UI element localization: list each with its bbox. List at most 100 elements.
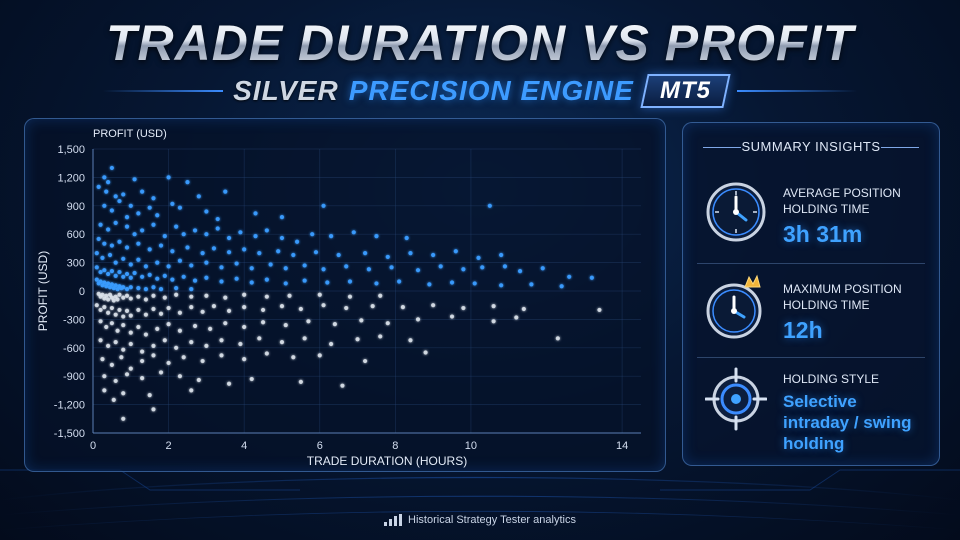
data-point-profit: [132, 270, 137, 276]
data-point-loss: [109, 305, 114, 311]
data-point-profit: [472, 281, 477, 286]
data-point-profit: [155, 213, 160, 218]
data-point-loss: [415, 317, 421, 322]
data-point-profit: [151, 285, 156, 290]
clock-crown-icon: [706, 274, 762, 339]
data-point-loss: [204, 293, 209, 298]
data-point-profit: [449, 280, 455, 285]
data-point-profit: [192, 228, 198, 233]
mt5-badge: MT5: [640, 74, 731, 108]
data-point-profit: [321, 267, 326, 272]
data-point-loss: [192, 323, 198, 329]
data-point-loss: [291, 355, 296, 360]
data-point-loss: [128, 296, 133, 301]
data-point-profit: [151, 196, 156, 201]
data-point-loss: [208, 326, 213, 331]
data-point-profit: [219, 279, 224, 284]
data-point-profit: [185, 245, 190, 250]
data-point-loss: [98, 307, 103, 313]
data-point-loss: [98, 338, 103, 343]
y-axis-top-label: PROFIT (USD): [93, 128, 167, 140]
data-point-loss: [113, 378, 118, 384]
insight-label: MAXIMUM POSITION HOLDING TIME: [783, 282, 902, 312]
data-point-loss: [174, 292, 179, 297]
data-point-loss: [317, 353, 322, 358]
data-point-loss: [302, 336, 307, 341]
data-point-loss: [102, 388, 107, 393]
data-point-profit: [404, 235, 409, 241]
data-point-profit: [215, 226, 220, 231]
data-point-profit: [567, 274, 572, 279]
data-point-loss: [328, 341, 334, 347]
data-point-loss: [117, 292, 122, 297]
data-point-profit: [106, 271, 111, 277]
data-point-loss: [298, 379, 303, 384]
data-point-loss: [257, 336, 262, 341]
data-point-profit: [408, 251, 413, 256]
y-tick-label: 300: [67, 258, 85, 270]
data-point-profit: [158, 243, 164, 248]
data-point-loss: [119, 355, 124, 360]
y-tick-label: 0: [79, 286, 85, 298]
x-tick-label: 10: [465, 440, 477, 452]
data-point-loss: [140, 375, 145, 381]
data-point-loss: [189, 304, 194, 310]
data-point-profit: [162, 233, 167, 239]
data-point-profit: [253, 233, 258, 239]
data-point-loss: [385, 321, 390, 326]
data-point-profit: [204, 260, 209, 265]
data-point-loss: [115, 297, 120, 302]
data-point-profit: [389, 265, 394, 270]
data-point-profit: [253, 211, 258, 216]
data-point-profit: [294, 239, 300, 244]
data-point-loss: [147, 393, 152, 398]
x-axis-label: TRADE DURATION (HOURS): [307, 454, 467, 468]
data-point-profit: [94, 265, 99, 270]
subtitle-blue: PRECISION ENGINE: [348, 75, 634, 106]
data-point-profit: [166, 264, 171, 269]
data-point-profit: [170, 277, 175, 282]
data-point-loss: [279, 304, 285, 309]
data-point-profit: [185, 180, 190, 185]
data-point-profit: [109, 208, 114, 213]
data-point-profit: [502, 264, 508, 269]
data-point-loss: [151, 353, 156, 358]
data-point-profit: [283, 281, 288, 286]
y-tick-label: -1,200: [54, 400, 85, 412]
data-point-profit: [177, 258, 183, 263]
data-point-profit: [100, 255, 105, 260]
data-point-profit: [476, 255, 481, 260]
data-point-loss: [378, 334, 383, 339]
data-point-loss: [143, 312, 149, 317]
data-point-profit: [170, 249, 175, 254]
data-point-loss: [124, 372, 130, 377]
data-point-loss: [102, 304, 107, 310]
data-point-loss: [226, 308, 232, 313]
data-point-loss: [514, 315, 519, 320]
insight-value: 12h: [783, 317, 823, 343]
data-point-loss: [461, 305, 466, 311]
data-point-loss: [104, 293, 109, 298]
data-point-loss: [189, 294, 194, 299]
data-point-profit: [143, 264, 149, 269]
data-point-profit: [234, 261, 239, 266]
data-point-profit: [128, 275, 133, 280]
data-point-loss: [117, 307, 122, 313]
target-icon: [705, 367, 767, 431]
data-point-loss: [128, 341, 133, 347]
data-point-loss: [340, 383, 345, 388]
data-point-loss: [298, 306, 303, 312]
subtitle-deco-left: [103, 90, 224, 92]
data-point-loss: [279, 340, 285, 345]
data-point-loss: [264, 351, 269, 356]
x-tick-label: 14: [616, 440, 628, 452]
data-point-profit: [276, 249, 281, 254]
data-point-profit: [268, 262, 273, 267]
data-point-profit: [155, 260, 160, 265]
data-point-loss: [223, 295, 228, 300]
data-point-profit: [189, 263, 194, 268]
data-point-loss: [317, 292, 322, 297]
data-point-profit: [109, 269, 114, 274]
data-point-profit: [313, 250, 319, 255]
data-point-loss: [242, 357, 247, 362]
